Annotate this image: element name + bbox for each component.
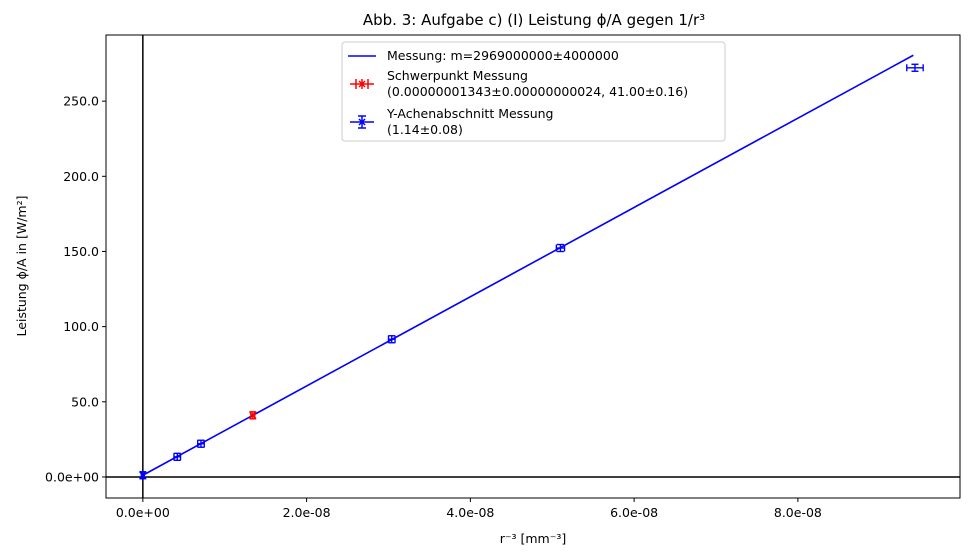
legend-intercept-values: (1.14±0.08) [387,122,463,137]
data-points-layer [139,63,924,480]
y-tick-label: 50.0 [71,394,99,409]
fit-line-layer [142,54,914,476]
x-axis-ticks: 0.0e+00 2.0e-08 4.0e-08 6.0e-08 8.0e-08 [116,498,822,520]
data-point [197,439,205,448]
x-tick-label: 8.0e-08 [774,505,822,520]
chart-title: Abb. 3: Aufgabe c) (I) Leistung ϕ/A gege… [363,11,705,29]
y-axis-ticks: 0.0e+00 50.0 100.0 150.0 200.0 250.0 [45,94,106,484]
x-tick-label: 2.0e-08 [283,505,331,520]
y-tick-label: 150.0 [63,244,99,259]
x-tick-label: 0.0e+00 [116,505,170,520]
y-tick-label: 100.0 [63,319,99,334]
legend-intercept-swatch [350,115,374,129]
centroid-point [249,411,257,420]
data-point [387,335,396,344]
y-axis-title: Leistung ϕ/A in [W/m²] [14,196,29,337]
x-tick-label: 6.0e-08 [610,505,658,520]
y-tick-label: 250.0 [63,94,99,109]
legend: Messung: m=2969000000±4000000 Schwerpunk… [341,41,726,142]
reference-lines [106,35,960,498]
x-tick-label: 4.0e-08 [446,505,494,520]
data-point [906,63,924,72]
legend-box [341,41,726,142]
intercept-point [139,471,147,480]
fit-line [142,54,914,476]
legend-intercept-label: Y-Achenabschnitt Messung [386,106,553,121]
legend-centroid-swatch [350,79,374,89]
data-point [555,243,566,253]
legend-centroid-values: (0.00000001343±0.00000000024, 41.00±0.16… [387,84,688,99]
data-point [173,452,182,462]
legend-centroid-label: Schwerpunkt Messung [387,68,528,83]
y-tick-label: 200.0 [63,169,99,184]
point-marker [139,471,147,479]
point-marker [249,411,257,419]
legend-fit-label: Messung: m=2969000000±4000000 [387,48,619,63]
y-tick-label: 0.0e+00 [45,469,99,484]
x-axis-title: r⁻³ [mm⁻³] [500,531,566,546]
